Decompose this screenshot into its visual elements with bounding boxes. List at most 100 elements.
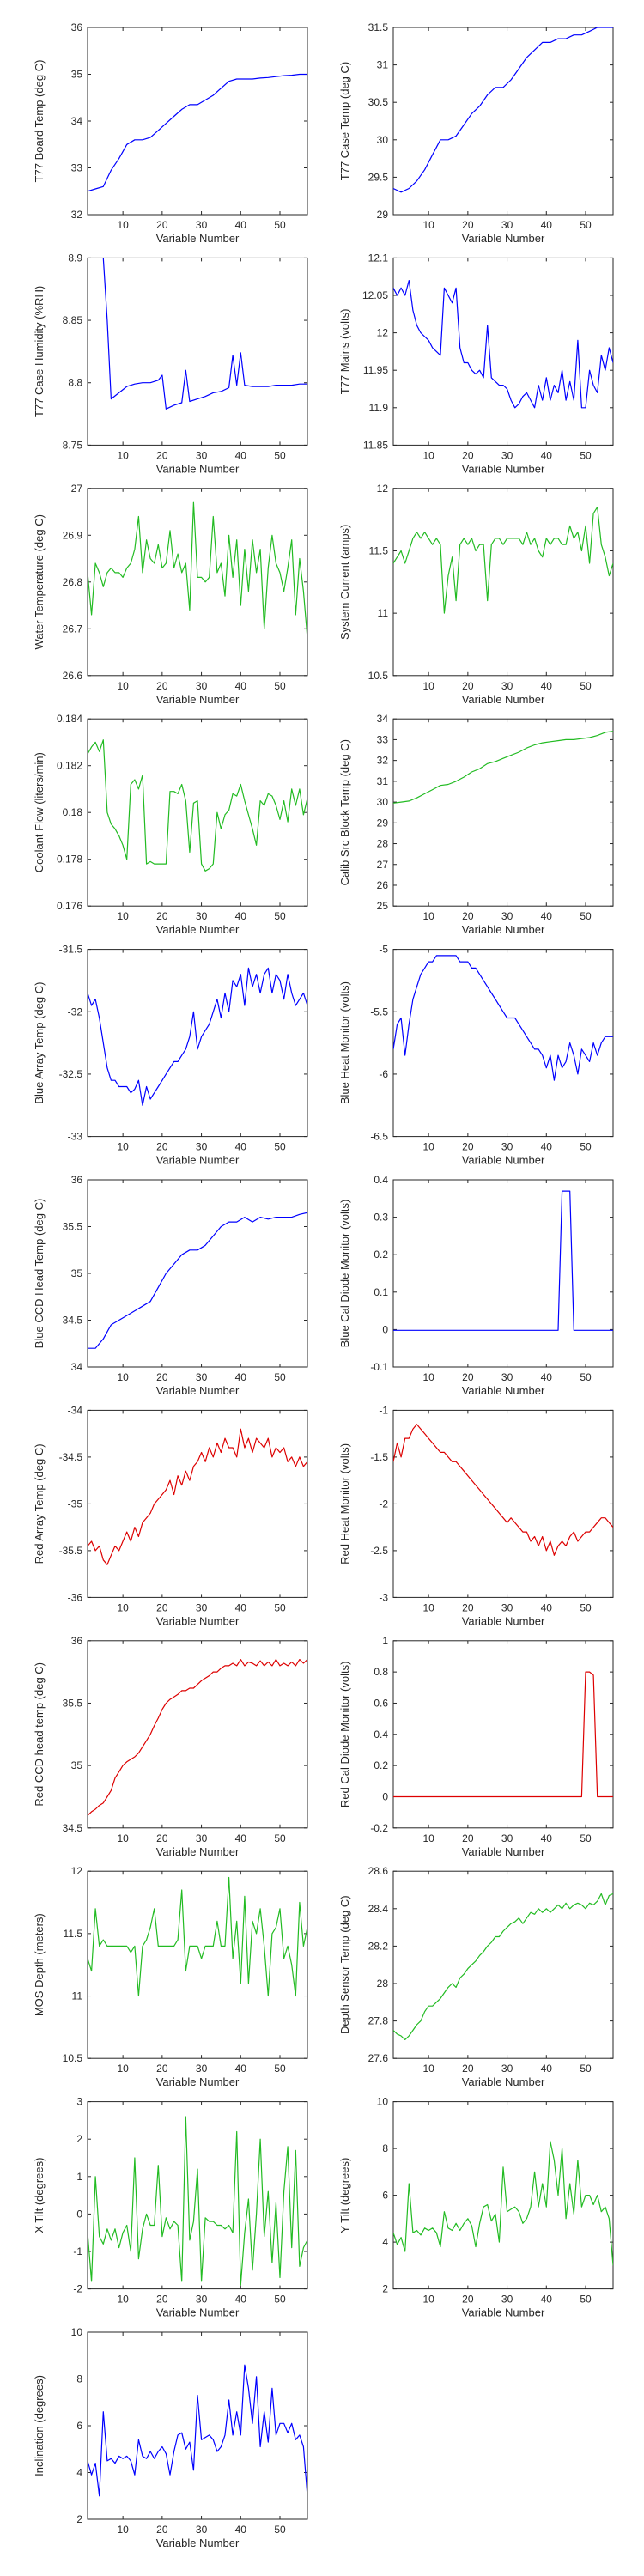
x-tick-label: 40 [541, 2293, 553, 2306]
x-tick-label: 50 [580, 680, 592, 692]
y-tick-label: -0.2 [370, 1822, 388, 1834]
y-tick-label: 11.9 [369, 402, 389, 414]
x-tick-label: 50 [274, 1141, 286, 1153]
chart-panel: 0.176 0.178 0.18 0.182 0.184 10 20 30 40 50 Variab… [33, 713, 308, 936]
x-axis-label: Variable Number [462, 2075, 545, 2088]
y-tick-label: 31.5 [368, 21, 389, 33]
y-tick-label: 12.1 [368, 252, 389, 264]
y-tick-label: 34 [71, 1361, 83, 1373]
y-tick-label: 35 [71, 69, 83, 81]
x-tick-label: 20 [156, 1141, 168, 1153]
plot-area [87, 2331, 308, 2520]
x-tick-label: 30 [501, 910, 513, 922]
x-tick-label: 20 [462, 1141, 474, 1153]
y-tick-label: -34.5 [59, 1451, 83, 1463]
x-tick-label: 40 [235, 910, 247, 922]
y-axis-label: X Tilt (degrees) [33, 2158, 46, 2233]
x-tick-label: 30 [501, 2293, 513, 2306]
y-axis-label: T77 Mains (volts) [338, 309, 351, 395]
x-tick-label: 30 [501, 1832, 513, 1844]
plot-area [87, 949, 308, 1138]
x-tick-label: 50 [580, 219, 592, 231]
plot-area [392, 27, 614, 216]
y-tick-label: -5 [379, 944, 388, 956]
y-tick-label: 28.2 [368, 1940, 389, 1952]
x-tick-label: 20 [462, 910, 474, 922]
y-axis-label: System Current (amps) [338, 525, 351, 640]
x-tick-label: 40 [235, 1601, 247, 1613]
plot-area [392, 1640, 614, 1829]
y-tick-label: 2 [76, 2133, 82, 2145]
x-axis-label: Variable Number [462, 462, 545, 475]
y-tick-label: 6 [382, 2190, 388, 2202]
y-tick-label: 26.9 [63, 529, 83, 541]
y-tick-label: 28 [377, 1978, 389, 1990]
x-tick-label: 30 [501, 1601, 513, 1613]
series-line [88, 2364, 307, 2497]
x-tick-label: 20 [462, 1832, 474, 1844]
chart-panel: 29 29.5 30 30.5 31 31.5 10 20 30 40 50 Variable Num… [338, 21, 614, 245]
y-tick-label: 30.5 [368, 96, 389, 108]
x-tick-label: 50 [274, 449, 286, 461]
y-tick-label: 36 [71, 21, 83, 33]
y-axis-label: Blue Heat Monitor (volts) [338, 981, 351, 1104]
x-axis-label: Variable Number [156, 1384, 240, 1397]
y-tick-label: 0.182 [57, 760, 82, 772]
y-tick-label: 26 [377, 879, 389, 891]
y-axis-label: Red Cal Diode Monitor (volts) [338, 1662, 351, 1808]
x-tick-label: 30 [196, 1832, 208, 1844]
x-tick-label: 40 [235, 2293, 247, 2306]
y-tick-label: 11 [72, 1990, 83, 2002]
y-tick-label: 1 [76, 2171, 82, 2183]
series-line [88, 73, 307, 192]
x-tick-label: 10 [422, 2293, 434, 2306]
plot-area [392, 949, 614, 1138]
x-tick-label: 40 [235, 680, 247, 692]
plot-area [87, 2101, 308, 2290]
series-line [88, 501, 307, 639]
x-axis-label: Variable Number [156, 462, 240, 475]
y-tick-label: 35 [71, 1759, 83, 1771]
y-tick-label: 11 [378, 607, 389, 619]
plot-area [87, 1409, 308, 1598]
x-tick-label: 40 [541, 219, 553, 231]
y-tick-label: 0.4 [374, 1728, 388, 1741]
chart-panel: -36 -35.5 -35 -34.5 -34 10 20 30 40 50 Variable Nu… [33, 1404, 308, 1627]
x-tick-label: 10 [117, 680, 129, 692]
y-tick-label: -2.5 [370, 1545, 388, 1557]
y-tick-label: 28.4 [368, 1903, 389, 1915]
x-tick-label: 50 [580, 1601, 592, 1613]
y-tick-label: 12.05 [362, 289, 388, 301]
series-line [393, 1424, 613, 1556]
y-tick-label: 0.2 [374, 1759, 388, 1771]
x-tick-label: 20 [462, 219, 474, 231]
y-tick-label: 31 [377, 775, 389, 787]
y-tick-label: 33 [71, 162, 83, 174]
y-tick-label: 2 [382, 2283, 388, 2295]
x-tick-label: 10 [422, 1601, 434, 1613]
y-tick-label: 0.1 [374, 1286, 388, 1298]
y-tick-label: 36 [71, 1174, 83, 1186]
y-tick-label: 34 [377, 713, 389, 725]
y-tick-label: 34.5 [63, 1315, 83, 1327]
series-line [393, 27, 613, 193]
x-tick-label: 10 [117, 2063, 129, 2075]
y-tick-label: 6 [76, 2420, 82, 2432]
y-tick-label: -36 [68, 1591, 83, 1603]
series-line [393, 955, 613, 1081]
plot-area [392, 1179, 614, 1368]
x-axis-label: Variable Number [462, 232, 545, 245]
x-tick-label: 50 [274, 2524, 286, 2536]
y-axis-label: Coolant Flow (liters/min) [33, 752, 46, 872]
y-tick-label: 28.6 [368, 1865, 389, 1877]
x-tick-label: 10 [422, 449, 434, 461]
x-tick-label: 20 [462, 680, 474, 692]
x-tick-label: 40 [541, 1141, 553, 1153]
y-tick-label: 12 [71, 1865, 83, 1877]
x-tick-label: 30 [196, 2293, 208, 2306]
x-tick-label: 10 [117, 219, 129, 231]
series-line [88, 1212, 307, 1349]
chart-panel: -3 -2.5 -2 -1.5 -1 10 20 30 40 50 Variable Number R… [338, 1404, 614, 1627]
x-tick-label: 10 [422, 219, 434, 231]
y-tick-label: 8.85 [63, 314, 83, 326]
